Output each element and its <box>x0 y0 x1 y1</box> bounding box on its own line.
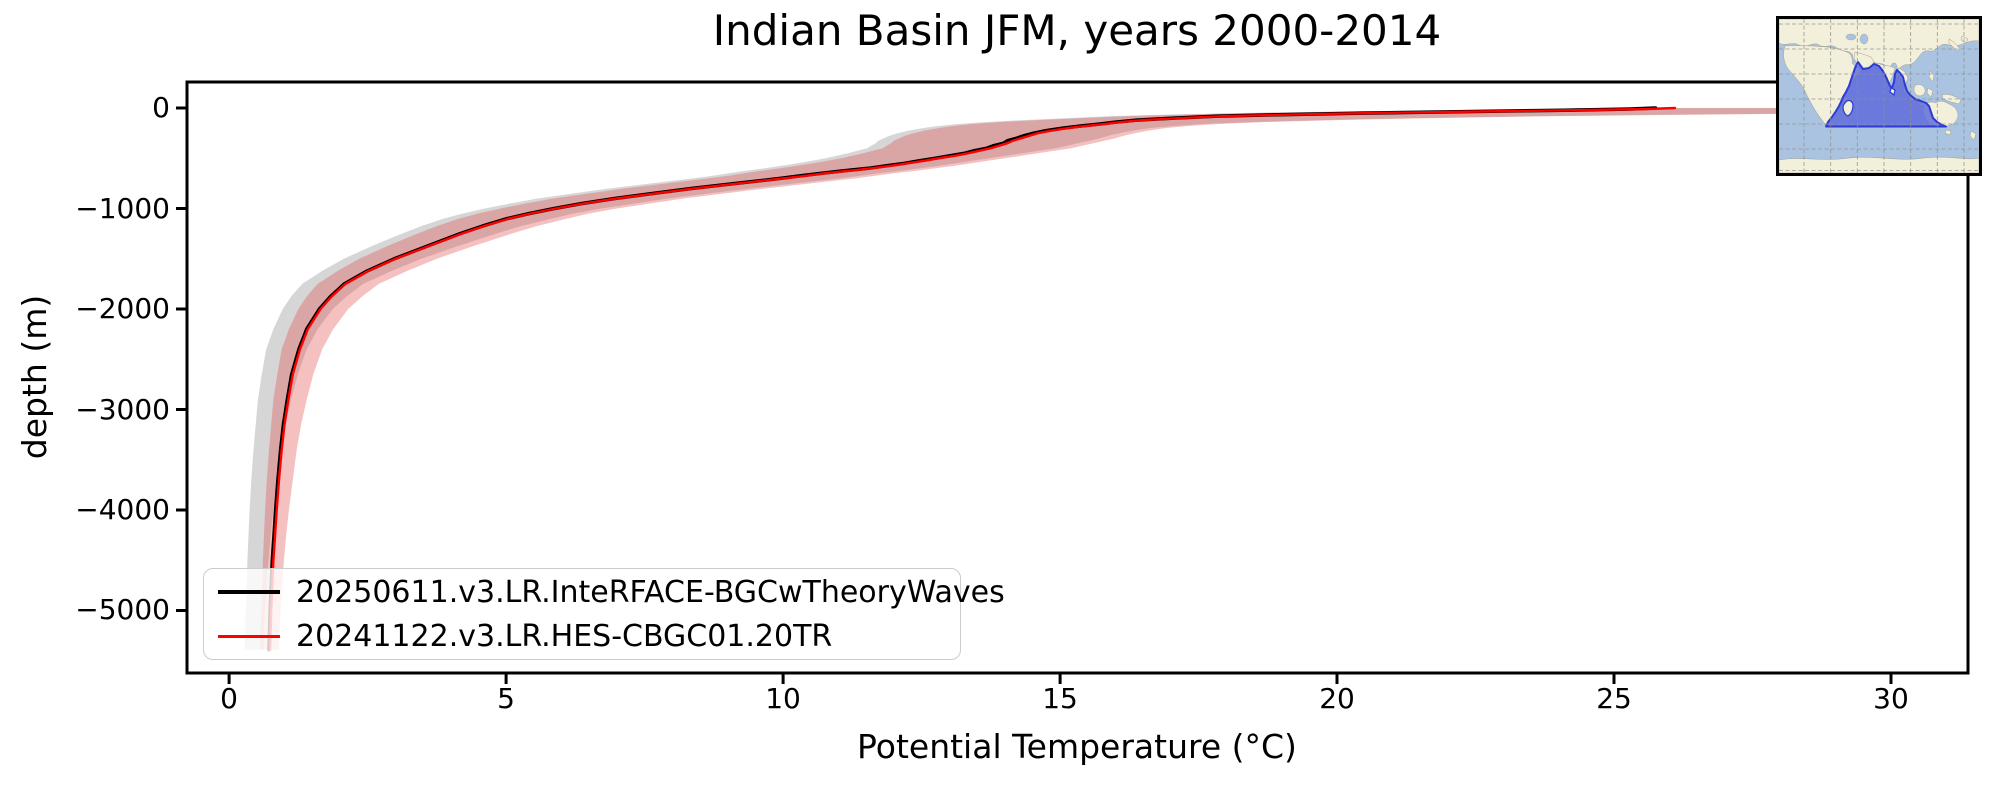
y-tick-label: 0 <box>152 91 170 125</box>
map-antarctica <box>1778 156 1980 174</box>
axes-frame <box>176 80 1970 684</box>
y-axis-label: depth (m) <box>15 294 54 460</box>
y-tick-label: −1000 <box>75 191 170 225</box>
x-axis-label: Potential Temperature (°C) <box>857 727 1297 766</box>
world-map <box>1778 18 1980 174</box>
map-black-sea <box>1845 33 1857 41</box>
legend-line-sample-red <box>218 634 280 638</box>
map-eurasia <box>1778 18 1980 72</box>
x-tick-label: 5 <box>497 682 515 715</box>
series-line-red <box>268 106 1677 651</box>
map-borneo <box>1913 84 1926 97</box>
x-tick-label: 30 <box>1873 682 1909 715</box>
y-tick-label: −3000 <box>75 392 170 426</box>
legend-entry-black: 20250611.v3.LR.InteRFACE-BGCwTheoryWaves <box>218 575 1005 610</box>
legend-entry-red: 20241122.v3.LR.HES-CBGC01.20TR <box>218 619 946 654</box>
y-tick-label: −5000 <box>75 593 170 627</box>
map-new-zealand <box>1969 130 1977 141</box>
x-tick-label: 0 <box>220 682 238 715</box>
chart-title: Indian Basin JFM, years 2000-2014 <box>712 6 1442 55</box>
y-tick-label: −4000 <box>75 493 170 526</box>
x-tick-label: 15 <box>1042 682 1078 715</box>
map-sri-lanka <box>1889 87 1896 97</box>
axis-ticks <box>176 106 1893 684</box>
map-tasmania <box>1944 129 1952 136</box>
map-madagascar <box>1842 99 1854 117</box>
map-japan <box>1948 38 1961 52</box>
legend: 20250611.v3.LR.InteRFACE-BGCwTheoryWaves… <box>203 568 1005 660</box>
legend-label-red: 20241122.v3.LR.HES-CBGC01.20TR <box>296 618 833 654</box>
inset-map-indian-basin <box>1776 16 1982 176</box>
legend-line-sample-black <box>218 590 280 594</box>
y-tick-label: −2000 <box>75 292 170 325</box>
x-tick-label: 20 <box>1319 682 1355 715</box>
map-landmasses <box>1778 18 1980 174</box>
x-tick-label: 10 <box>765 682 801 715</box>
map-indian-basin-highlight <box>1825 61 1947 128</box>
map-gridlines <box>1779 19 1979 173</box>
legend-label-black: 20250611.v3.LR.InteRFACE-BGCwTheoryWaves <box>296 574 1005 610</box>
plot-border <box>185 80 1970 675</box>
profile-curves <box>267 106 1677 652</box>
x-tick-label: 25 <box>1596 682 1632 715</box>
map-caspian-sea <box>1859 33 1869 45</box>
map-sulawesi <box>1926 87 1934 98</box>
map-japan-north <box>1960 35 1969 44</box>
